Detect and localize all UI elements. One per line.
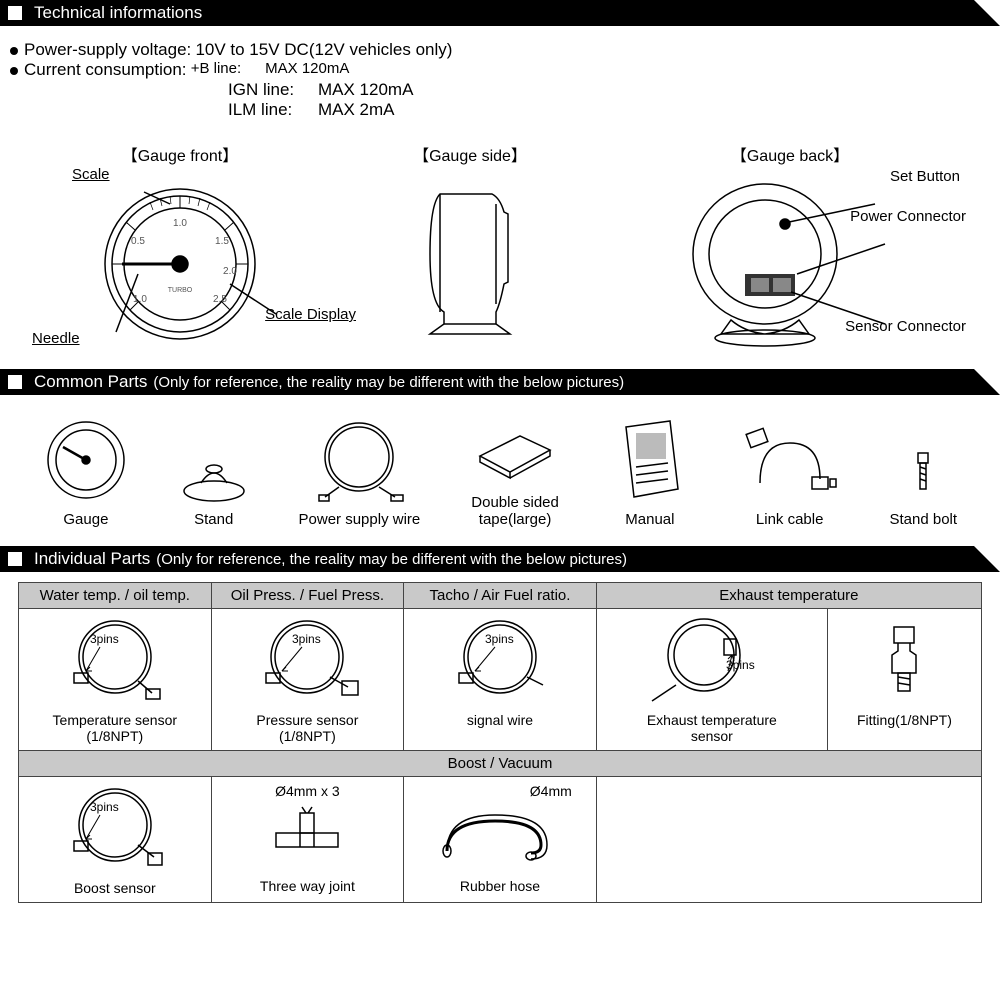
part-label: Stand <box>194 511 233 528</box>
cell-label: Boost sensor <box>23 880 207 896</box>
svg-text:3pins: 3pins <box>90 800 119 814</box>
svg-text:1.5: 1.5 <box>215 236 229 247</box>
part-gauge: Gauge <box>43 417 129 528</box>
col-header: Exhaust temperature <box>596 583 981 609</box>
gauge-front: 【Gauge front】 Scale Needle Scale Display <box>40 142 320 353</box>
section-title: Technical informations <box>34 3 202 23</box>
cell-three-way: Ø4mm x 3 Three way joint <box>211 777 404 903</box>
cell-label: signal wire <box>408 712 592 728</box>
part-label: Power supply wire <box>299 511 421 528</box>
section-header-tech: Technical informations <box>0 0 1000 26</box>
cell-hose: Ø4mm Rubber hose <box>404 777 597 903</box>
cell-exhaust-sensor: 3pins Exhaust temperature sensor <box>596 609 827 751</box>
cell-pressure-sensor: 3pins Pressure sensor (1/8NPT) <box>211 609 404 751</box>
header-marker-icon <box>8 375 22 389</box>
gauge-front-drawing: 1.0 0.5 1.5 2.0 1.0 2.5 TURBO <box>80 174 280 344</box>
cell-label: Exhaust temperature sensor <box>601 712 823 744</box>
ign-line-name: IGN line: <box>228 80 318 100</box>
ilm-line-name: ILM line: <box>228 100 318 120</box>
bullet-icon <box>10 47 18 55</box>
tech-specs: Power-supply voltage: 10V to 15V DC(12V … <box>0 36 1000 136</box>
common-parts-row: Gauge Stand Power supply wire Double sid… <box>0 405 1000 546</box>
cell-signal-wire: 3pins signal wire <box>404 609 597 751</box>
b-line-val: MAX 120mA <box>265 60 349 80</box>
col-header: Oil Press. / Fuel Press. <box>211 583 404 609</box>
dim-label: Ø4mm <box>408 783 592 799</box>
gauge-views: 【Gauge front】 Scale Needle Scale Display <box>0 136 1000 369</box>
section-title: Common Parts <box>34 372 147 392</box>
dim-label: Ø4mm x 3 <box>216 783 400 799</box>
current-label: Current consumption: <box>24 60 187 80</box>
cell-boost-sensor: 3pins Boost sensor <box>19 777 212 903</box>
boost-header: Boost / Vacuum <box>19 751 982 777</box>
svg-text:TURBO: TURBO <box>168 287 193 294</box>
cell-fitting: Fitting(1/8NPT) <box>827 609 981 751</box>
part-label: Link cable <box>756 511 824 528</box>
gauge-side: 【Gauge side】 <box>360 142 580 353</box>
section-title: Individual Parts <box>34 549 150 569</box>
individual-parts-table: Water temp. / oil temp. Oil Press. / Fue… <box>0 582 1000 903</box>
section-sub: (Only for reference, the reality may be … <box>153 374 624 391</box>
part-tape: Double sided tape(large) <box>470 416 560 528</box>
power-callout: Power Connector <box>850 208 966 225</box>
bullet-icon <box>10 67 18 75</box>
part-label: Gauge <box>63 511 108 528</box>
part-label: Double sided tape(large) <box>471 494 559 528</box>
ilm-line-val: MAX 2mA <box>318 100 990 120</box>
cell-empty <box>596 777 981 903</box>
svg-text:2.5: 2.5 <box>213 294 227 305</box>
header-marker-icon <box>8 552 22 566</box>
scale-callout: Scale <box>72 166 110 183</box>
header-marker-icon <box>8 6 22 20</box>
svg-text:0.5: 0.5 <box>131 236 145 247</box>
svg-text:1.0: 1.0 <box>173 218 187 229</box>
part-link: Link cable <box>740 423 840 528</box>
cell-temp-sensor: 3pins Temperature sensor (1/8NPT) <box>19 609 212 751</box>
set-button-callout: Set Button <box>890 168 960 185</box>
needle-callout: Needle <box>32 330 80 347</box>
col-header: Tacho / Air Fuel ratio. <box>404 583 597 609</box>
section-header-common: Common Parts (Only for reference, the re… <box>0 369 1000 395</box>
gauge-back: 【Gauge back】 Set Button Power Connector … <box>620 142 960 353</box>
back-title: 【Gauge back】 <box>620 142 960 166</box>
cell-label: Fitting(1/8NPT) <box>832 712 977 728</box>
scale-display-callout: Scale Display <box>265 306 356 323</box>
voltage-value: 10V to 15V DC(12V vehicles only) <box>195 40 452 60</box>
ign-line-val: MAX 120mA <box>318 80 990 100</box>
cell-label: Three way joint <box>216 878 400 894</box>
side-title: 【Gauge side】 <box>360 142 580 166</box>
gauge-side-drawing <box>400 174 540 344</box>
svg-text:3pins: 3pins <box>292 632 321 646</box>
part-label: Stand bolt <box>890 511 958 528</box>
voltage-label: Power-supply voltage: <box>24 40 191 60</box>
svg-text:3pins: 3pins <box>485 632 514 646</box>
front-title: 【Gauge front】 <box>40 142 320 166</box>
section-header-individual: Individual Parts (Only for reference, th… <box>0 546 1000 572</box>
svg-text:1.0: 1.0 <box>133 294 147 305</box>
part-label: Manual <box>625 511 674 528</box>
b-line-name: +B line: <box>191 60 241 80</box>
part-wire: Power supply wire <box>299 417 421 528</box>
cell-label: Rubber hose <box>408 878 592 894</box>
svg-text:2.0: 2.0 <box>223 266 237 277</box>
cell-label: Pressure sensor (1/8NPT) <box>216 712 400 744</box>
cell-label: Temperature sensor (1/8NPT) <box>23 712 207 744</box>
svg-text:3pins: 3pins <box>90 632 119 646</box>
part-bolt: Stand bolt <box>890 443 958 528</box>
part-stand: Stand <box>179 453 249 528</box>
sensor-callout: Sensor Connector <box>845 318 966 335</box>
section-sub: (Only for reference, the reality may be … <box>156 551 627 568</box>
col-header: Water temp. / oil temp. <box>19 583 212 609</box>
part-manual: Manual <box>610 413 690 528</box>
